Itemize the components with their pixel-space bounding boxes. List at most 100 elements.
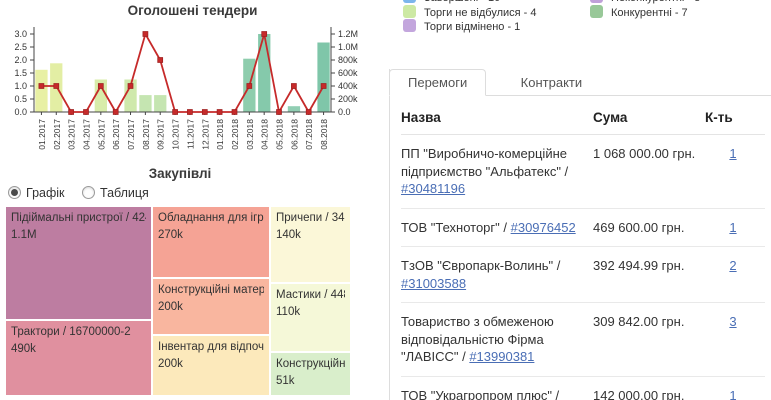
treemap-cell-value: 490k xyxy=(11,342,36,355)
view-switch: Графік Таблиця xyxy=(8,186,163,200)
legend-swatch xyxy=(403,0,416,3)
line-marker[interactable] xyxy=(276,109,282,115)
amount-value: 392 494.99 грн. xyxy=(593,246,705,304)
count-cell: 1 xyxy=(705,208,765,248)
treemap-cell-name: Інвентар для відпочинку та xyxy=(158,341,264,353)
radio-chart-label: Графік xyxy=(26,186,65,200)
purchases-title: Закупівлі xyxy=(148,166,212,181)
treemap-cell-value: 270k xyxy=(158,228,183,241)
supplier-id-link[interactable]: #30976452 xyxy=(510,219,576,235)
x-axis-label: 10.2017 xyxy=(171,119,181,150)
bar[interactable] xyxy=(317,42,330,113)
bar[interactable] xyxy=(139,95,152,112)
amount-value: 309 842.00 грн. xyxy=(593,302,705,377)
line-marker[interactable] xyxy=(305,109,312,115)
radio-table-option[interactable]: Таблиця xyxy=(82,186,149,200)
treemap-cell-value: 1.1M xyxy=(11,228,37,241)
x-axis-label: 08.2018 xyxy=(319,119,329,150)
tab-contracts[interactable]: Контракти xyxy=(520,75,583,90)
count-link[interactable]: 1 xyxy=(729,387,737,400)
bar[interactable] xyxy=(35,69,48,113)
legend-item: Торги відмінено - 1 xyxy=(403,17,520,33)
left-axis-tick: 1.5 xyxy=(14,68,27,78)
x-axis-label: 01.2017 xyxy=(37,119,47,150)
supplier-id-link[interactable]: #30481196 xyxy=(401,181,466,197)
line-marker[interactable] xyxy=(291,83,297,89)
left-axis-tick: 2.5 xyxy=(14,42,27,52)
line-marker[interactable] xyxy=(172,109,178,115)
right-axis-tick: 200k xyxy=(338,94,358,104)
line-marker[interactable] xyxy=(83,109,89,115)
wins-table: Назва Сума К-ть ПП "Виробничо-комерційне… xyxy=(401,96,765,400)
line-marker[interactable] xyxy=(53,83,60,89)
line-marker[interactable] xyxy=(127,83,134,89)
amount-value: 142 000.00 грн. xyxy=(593,376,705,400)
bar[interactable] xyxy=(154,95,167,112)
count-link[interactable]: 1 xyxy=(729,146,737,161)
legend-label: Конкурентні - 7 xyxy=(611,6,688,19)
left-axis-tick: 0.0 xyxy=(14,107,27,117)
bar[interactable] xyxy=(94,79,107,113)
treemap-cell-name: Мастики / 4483110 xyxy=(276,289,345,301)
legend-swatch xyxy=(403,4,416,18)
right-axis-tick: 400k xyxy=(338,81,358,91)
line-marker[interactable] xyxy=(216,109,223,115)
x-axis-label: 12.2017 xyxy=(200,119,210,150)
table-row: Товариство з обмеженою відповідальністю … xyxy=(401,302,765,377)
line-marker[interactable] xyxy=(68,109,74,115)
x-axis-label: 04.2017 xyxy=(81,119,91,150)
left-axis-tick: 2.0 xyxy=(14,55,27,65)
legend-swatch xyxy=(403,19,416,32)
count-cell: 2 xyxy=(705,246,765,304)
treemap-cell[interactable]: Конструкційні матеріали / 4 200k xyxy=(152,278,270,335)
count-link[interactable]: 3 xyxy=(729,314,737,330)
left-axis-tick: 1.0 xyxy=(14,81,27,91)
treemap-cell-name: Конструкційні матеріали / 4 xyxy=(158,284,264,296)
x-axis-label: 05.2017 xyxy=(96,119,106,150)
treemap-cell[interactable]: Обладнання для ігрових майданчиків 270k xyxy=(152,206,270,278)
treemap-cell-name: Трактори / 16700000-2 xyxy=(11,326,131,338)
left-axis-tick: 3.0 xyxy=(14,29,27,39)
radio-chart-option[interactable]: Графік xyxy=(8,186,65,200)
table-row: ТзОВ "Європарк-Волинь" / #31003588 392 49… xyxy=(401,246,765,304)
treemap-cell[interactable]: Трактори / 16700000-2 490k xyxy=(5,320,152,396)
radio-table-label: Таблиця xyxy=(100,186,149,200)
supplier-name: ТзОВ "Європарк-Волинь" / #31003588 xyxy=(401,246,593,304)
radio-chart-button[interactable] xyxy=(8,186,21,199)
treemap-cell[interactable]: Інвентар для відпочинку та 200k xyxy=(152,335,270,396)
line-marker[interactable] xyxy=(187,109,193,115)
treemap-cell[interactable]: Причепи / 342233 140k xyxy=(270,206,351,283)
bar[interactable] xyxy=(287,106,301,112)
line-marker[interactable] xyxy=(97,83,104,89)
line-marker[interactable] xyxy=(112,109,119,115)
x-axis-label: 08.2017 xyxy=(141,119,151,150)
line-marker[interactable] xyxy=(38,83,45,89)
treemap-cell-name: Причепи / 342233 xyxy=(276,212,345,224)
supplier-id-link[interactable]: #13990381 xyxy=(469,349,535,365)
line-marker[interactable] xyxy=(320,83,327,89)
bar[interactable] xyxy=(124,79,137,113)
line-marker[interactable] xyxy=(142,31,149,37)
treemap-cell[interactable]: Мастики / 4483110 110k xyxy=(270,283,351,352)
tab-wins[interactable]: Перемоги xyxy=(389,69,487,96)
count-link[interactable]: 2 xyxy=(729,258,737,274)
legend-item: Конкурентні - 7 xyxy=(590,3,688,19)
supplier-id-link[interactable]: #31003588 xyxy=(401,275,467,291)
supplier-name: ПП "Виробничо-комерційне підприємство "А… xyxy=(401,134,593,209)
x-axis-label: 07.2018 xyxy=(304,119,314,150)
line-marker[interactable] xyxy=(231,109,238,115)
line-marker[interactable] xyxy=(157,57,164,63)
legend-item: Завершені - 10 xyxy=(403,0,500,4)
results-panel: Перемоги Контракти Назва Сума К-ть ПП "В… xyxy=(389,69,771,400)
treemap-cell[interactable]: Конструкційні вир 51k xyxy=(270,352,351,396)
count-link[interactable]: 1 xyxy=(729,219,737,235)
tenders-chart: 0.0 0.5 1.0 1.5 2.0 2.5 3.0 0.0 200k 400k 600k 800k… xyxy=(14,27,358,150)
line-marker[interactable] xyxy=(201,109,208,115)
left-axis-tick: 0.5 xyxy=(14,94,27,104)
x-axis-label: 03.2017 xyxy=(67,119,77,150)
treemap-cell[interactable]: Підіймальні пристрої / 42416100- 1.1M xyxy=(5,206,152,320)
line-marker[interactable] xyxy=(246,83,253,89)
radio-table-button[interactable] xyxy=(82,186,95,199)
right-axis-tick: 1.0M xyxy=(338,42,358,52)
line-marker[interactable] xyxy=(261,31,268,37)
